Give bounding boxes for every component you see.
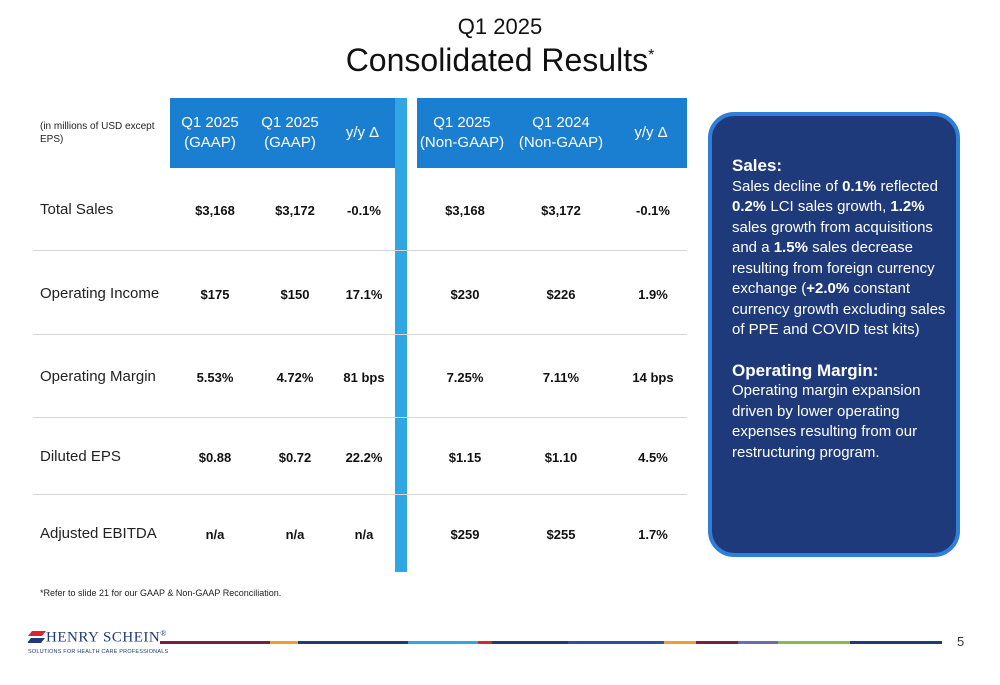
cell-value: 81 bps (343, 370, 385, 385)
row-divider (33, 417, 687, 418)
cell-value: $3,168 (195, 203, 235, 218)
column-header-q1-2024-non-gaap: Q1 2024 (Non-GAAP) (518, 114, 604, 151)
cell-value: 5.53% (196, 370, 234, 385)
logo-wordmark: HENRY SCHEIN (46, 629, 161, 646)
page-number: 5 (957, 634, 965, 649)
column-header-q1-2025-gaap: Q1 2025 (GAAP) (181, 114, 239, 151)
cell-value: 1.7% (638, 527, 668, 542)
cell-value: $150 (280, 287, 310, 302)
cell-value: 7.25% (446, 370, 484, 385)
footer-stripe (850, 641, 942, 644)
footer-stripe (478, 641, 492, 644)
cell-value: 4.72% (276, 370, 314, 385)
footer-stripe (492, 641, 568, 644)
table-row: Operating Income $175 $150 17.1% $230 $2… (33, 285, 687, 305)
cell-value: $1.10 (544, 450, 578, 465)
slide-subtitle: Q1 2025 (457, 14, 543, 39)
table-row: Total Sales $3,168 $3,172 -0.1% $3,168 $… (33, 201, 687, 221)
row-label: Diluted EPS (40, 448, 121, 465)
cell-value: 7.11% (542, 370, 580, 385)
cell-value: $1.15 (448, 450, 482, 465)
cell-value: 22.2% (345, 450, 383, 465)
cell-value: $3,172 (275, 203, 315, 218)
cell-value: 4.5% (638, 450, 668, 465)
cell-value: $175 (200, 287, 230, 302)
row-label: Operating Margin (40, 368, 156, 385)
cell-value: 1.9% (638, 287, 668, 302)
sales-commentary: Sales decline of 0.1% reflected 0.2% LCI… (732, 177, 946, 339)
cell-value: n/a (354, 527, 374, 542)
cell-value: -0.1% (636, 203, 670, 218)
units-note: (in millions of USD except EPS) (40, 121, 155, 145)
row-label: Total Sales (40, 201, 114, 218)
row-label: Adjusted EBITDA (40, 525, 157, 542)
cell-value: $3,172 (541, 203, 581, 218)
cell-value: $0.88 (198, 450, 232, 465)
table-row: Adjusted EBITDA n/a n/a n/a $259 $255 1.… (33, 525, 687, 545)
footer-stripe (270, 641, 298, 644)
column-header-q1-2025-gaap-2: Q1 2025 (GAAP) (261, 114, 319, 151)
slide-title-block: Q1 2025 Consolidated Results* (0, 14, 1000, 80)
commentary-callout: Sales: Sales decline of 0.1% reflected 0… (708, 112, 960, 557)
cell-value: $3,168 (445, 203, 485, 218)
row-divider (33, 250, 687, 251)
gaap-header-band (170, 98, 395, 168)
row-label: Operating Income (40, 285, 160, 302)
cell-value: n/a (285, 527, 305, 542)
callout-body: Sales: Sales decline of 0.1% reflected 0… (732, 156, 957, 463)
cell-value: $255 (546, 527, 576, 542)
footer-stripe (738, 641, 778, 644)
slide-title: Consolidated Results* (0, 40, 1000, 80)
footer-stripe (298, 641, 408, 644)
footer-stripe (160, 641, 270, 644)
sales-heading: Sales: (732, 156, 783, 175)
footer-stripe (408, 641, 478, 644)
column-group-divider (395, 98, 407, 572)
column-header-yy-delta-gaap: y/y Δ (345, 124, 380, 141)
footer-stripe (778, 641, 850, 644)
cell-value: $259 (450, 527, 480, 542)
non-gaap-header-band (417, 98, 687, 168)
logo-tagline: SOLUTIONS FOR HEALTH CARE PROFESSIONALS (28, 649, 169, 655)
cell-value: -0.1% (347, 203, 381, 218)
operating-margin-heading: Operating Margin: (732, 360, 879, 380)
footnote: *Refer to slide 21 for our GAAP & Non-GA… (40, 588, 282, 598)
operating-margin-commentary: Operating margin expansion driven by low… (732, 382, 921, 461)
cell-value: n/a (205, 527, 225, 542)
cell-value: $230 (450, 287, 480, 302)
row-divider (33, 494, 687, 495)
column-header-yy-delta-non-gaap: y/y Δ (634, 124, 668, 141)
footer-stripe (568, 641, 664, 644)
cell-value: 17.1% (345, 287, 383, 302)
company-logo: HENRY SCHEIN® SOLUTIONS FOR HEALTH CARE … (27, 629, 169, 655)
footer-stripe (696, 641, 738, 644)
cell-value: 14 bps (632, 370, 674, 385)
title-footnote-mark: * (648, 47, 655, 64)
cell-value: $226 (546, 287, 576, 302)
footer-stripe (664, 641, 696, 644)
table-row: Operating Margin 5.53% 4.72% 81 bps 7.25… (33, 368, 687, 388)
slide-title-text: Consolidated Results (345, 42, 649, 78)
logo-stripe-icon (27, 630, 46, 645)
row-divider (33, 334, 687, 335)
registered-mark: ® (160, 629, 167, 638)
cell-value: $0.72 (278, 450, 312, 465)
table-row: Diluted EPS $0.88 $0.72 22.2% $1.15 $1.1… (33, 448, 687, 468)
column-header-q1-2025-non-gaap: Q1 2025 (Non-GAAP) (419, 114, 505, 151)
